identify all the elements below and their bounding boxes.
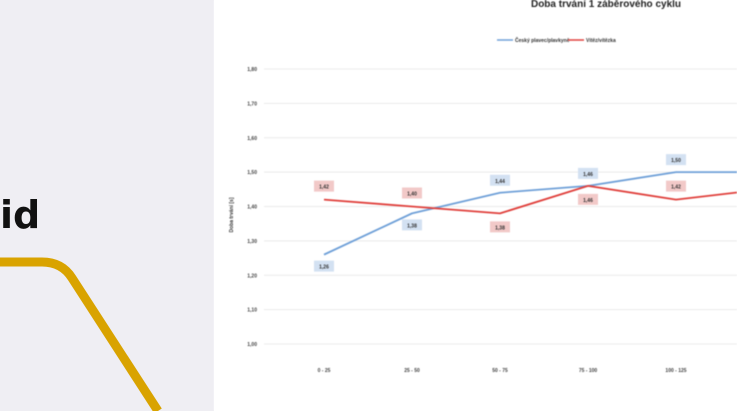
- data-label-bg: [578, 193, 598, 205]
- data-label-text: 1,50: [671, 158, 681, 164]
- data-label-text: 1,44: [495, 179, 505, 185]
- data-label: 1,40: [402, 187, 422, 199]
- data-label-bg: [402, 219, 422, 231]
- data-label: 1,44: [490, 174, 510, 186]
- legend-label-winner: Vítěz/vítězka: [586, 38, 616, 44]
- data-label: 1,42: [314, 180, 334, 192]
- data-label-text: 1,46: [583, 172, 593, 178]
- data-label-bg: [314, 260, 334, 272]
- data-label-text: 1,26: [319, 265, 329, 271]
- left-panel: id: [0, 0, 214, 411]
- y-axis-label: Doba trvání [s]: [229, 197, 235, 232]
- data-label: 1,38: [490, 221, 510, 233]
- x-tick-label: 100 - 125: [665, 368, 686, 374]
- x-tick-label: 75 - 100: [579, 368, 598, 374]
- data-label-text: 1,40: [407, 192, 417, 198]
- data-labels: 1,26 1,38 1,44 1,46 1,50 1,42 1,40 1,38 1,46 1,42: [314, 154, 686, 272]
- data-label-bg: [402, 187, 422, 199]
- line-chart: Doba trvání 1 záběrového cyklu Český pla…: [229, 0, 737, 374]
- legend-label-czech: Český plavec/plavkyně: [515, 37, 570, 44]
- data-label-text: 1,42: [319, 185, 329, 191]
- data-label: 1,38: [402, 219, 422, 231]
- chart-area: Doba trvání 1 záběrového cyklu Český pla…: [214, 0, 737, 411]
- series-line-czech: [323, 171, 737, 256]
- x-tick-label: 25 - 50: [404, 368, 420, 374]
- curve-path: [0, 257, 162, 411]
- series-line-winner: [323, 184, 737, 215]
- data-label-text: 1,42: [671, 185, 681, 191]
- y-tick-label: 1,60: [247, 136, 257, 142]
- data-label-text: 1,46: [583, 198, 593, 204]
- y-tick-label: 1,30: [247, 239, 257, 245]
- y-tick-label: 1,10: [247, 308, 257, 314]
- data-label: 1,46: [578, 167, 598, 179]
- y-tick-label: 1,50: [247, 170, 257, 176]
- data-label-bg: [578, 167, 598, 179]
- y-ticks: 1,80 1,70 1,60 1,50 1,40 1,30 1,20 1,10 1,00: [247, 67, 257, 348]
- data-label-bg: [666, 154, 686, 166]
- y-tick-label: 1,80: [247, 67, 257, 73]
- data-label-bg: [314, 180, 334, 192]
- grid: [264, 68, 737, 345]
- y-tick-label: 1,00: [247, 342, 257, 348]
- y-tick-label: 1,20: [247, 273, 257, 279]
- y-tick-label: 1,70: [247, 101, 257, 107]
- left-heading-fragment: id: [0, 193, 41, 237]
- data-label: 1,42: [666, 180, 686, 192]
- data-label: 1,50: [666, 154, 686, 166]
- data-label-text: 1,38: [407, 223, 417, 229]
- decorative-curve: [0, 257, 162, 411]
- data-label: 1,46: [578, 193, 598, 205]
- y-tick-label: 1,40: [247, 205, 257, 211]
- x-tick-label: 50 - 75: [492, 368, 508, 374]
- x-tick-label: 0 - 25: [318, 368, 331, 374]
- data-label-bg: [666, 180, 686, 192]
- data-label-bg: [490, 174, 510, 186]
- series-lines: [323, 171, 737, 256]
- data-label: 1,26: [314, 260, 334, 272]
- legend: Český plavec/plavkyně Vítěz/vítězka: [497, 37, 616, 44]
- chart-title: Doba trvání 1 záběrového cyklu: [531, 0, 681, 10]
- data-label-bg: [490, 221, 510, 233]
- data-label-text: 1,38: [495, 225, 505, 231]
